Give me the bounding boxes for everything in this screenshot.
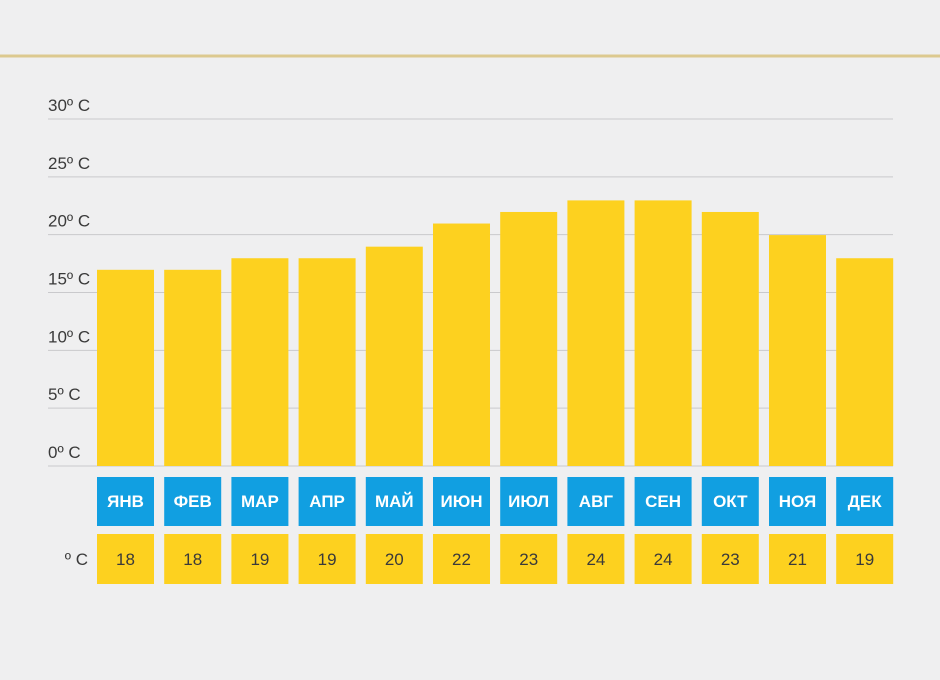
bar bbox=[567, 200, 625, 466]
y-tick-label: 0º C bbox=[48, 443, 81, 462]
month-label: АПР bbox=[309, 492, 345, 511]
bar bbox=[701, 211, 759, 466]
value-label: 20 bbox=[385, 550, 404, 569]
value-box bbox=[836, 534, 894, 584]
month-label: НОЯ bbox=[779, 492, 817, 511]
value-label: 19 bbox=[250, 550, 269, 569]
bar bbox=[231, 258, 289, 466]
y-tick-label: 15º C bbox=[48, 270, 90, 289]
value-box bbox=[500, 534, 558, 584]
month-box bbox=[298, 477, 356, 526]
month-label: ОКТ bbox=[713, 492, 748, 511]
month-label: МАР bbox=[241, 492, 279, 511]
y-axis-ticks: 0º C 5º C 10º C 15º C 20º C 25º C 30º C bbox=[48, 96, 90, 462]
value-box bbox=[433, 534, 490, 584]
value-label: 23 bbox=[519, 550, 538, 569]
value-box bbox=[567, 534, 625, 584]
month-box bbox=[231, 477, 289, 526]
value-label: 24 bbox=[654, 550, 673, 569]
value-box bbox=[231, 534, 289, 584]
value-labels: 18 18 19 19 20 22 23 24 24 23 21 19 bbox=[97, 534, 894, 584]
month-labels: ЯНВ ФЕВ МАР АПР МАЙ ИЮН ИЮЛ АВГ СЕН ОКТ НОЯ ДЕК bbox=[97, 477, 894, 526]
month-label: СЕН bbox=[645, 492, 681, 511]
y-tick-label: 5º C bbox=[48, 385, 81, 404]
value-label: 22 bbox=[452, 550, 471, 569]
value-label: 18 bbox=[183, 550, 202, 569]
value-box bbox=[97, 534, 154, 584]
value-label: 23 bbox=[721, 550, 740, 569]
y-tick-label: 20º C bbox=[48, 212, 90, 231]
month-box bbox=[164, 477, 222, 526]
month-label: АВГ bbox=[579, 492, 614, 511]
value-box bbox=[701, 534, 759, 584]
month-label: ЯНВ bbox=[107, 492, 144, 511]
value-box bbox=[298, 534, 356, 584]
value-box bbox=[164, 534, 222, 584]
bar bbox=[836, 258, 894, 466]
month-label: ДЕК bbox=[848, 492, 882, 511]
bars bbox=[97, 200, 894, 466]
bar bbox=[433, 223, 490, 466]
month-label: ИЮЛ bbox=[508, 492, 549, 511]
month-box bbox=[433, 477, 490, 526]
value-box bbox=[634, 534, 692, 584]
value-row-unit-label: º C bbox=[65, 550, 88, 569]
month-box bbox=[567, 477, 625, 526]
value-label: 24 bbox=[586, 550, 605, 569]
value-label: 21 bbox=[788, 550, 807, 569]
month-box bbox=[365, 477, 423, 526]
month-label: ФЕВ bbox=[174, 492, 212, 511]
value-label: 18 bbox=[116, 550, 135, 569]
value-box bbox=[769, 534, 826, 584]
month-box bbox=[836, 477, 894, 526]
month-label: ИЮН bbox=[440, 492, 482, 511]
month-label: МАЙ bbox=[375, 492, 414, 511]
value-label: 19 bbox=[855, 550, 874, 569]
bar bbox=[365, 246, 423, 466]
bar bbox=[164, 269, 222, 466]
bar bbox=[769, 235, 826, 466]
month-box bbox=[500, 477, 558, 526]
month-box bbox=[97, 477, 154, 526]
y-tick-label: 25º C bbox=[48, 154, 90, 173]
month-box bbox=[769, 477, 826, 526]
bar bbox=[500, 211, 558, 466]
bar bbox=[634, 200, 692, 466]
month-box bbox=[701, 477, 759, 526]
month-box bbox=[634, 477, 692, 526]
bar bbox=[97, 269, 154, 466]
bar bbox=[298, 258, 356, 466]
y-tick-label: 30º C bbox=[48, 96, 90, 115]
value-label: 19 bbox=[318, 550, 337, 569]
value-box bbox=[365, 534, 423, 584]
y-tick-label: 10º C bbox=[48, 327, 90, 346]
